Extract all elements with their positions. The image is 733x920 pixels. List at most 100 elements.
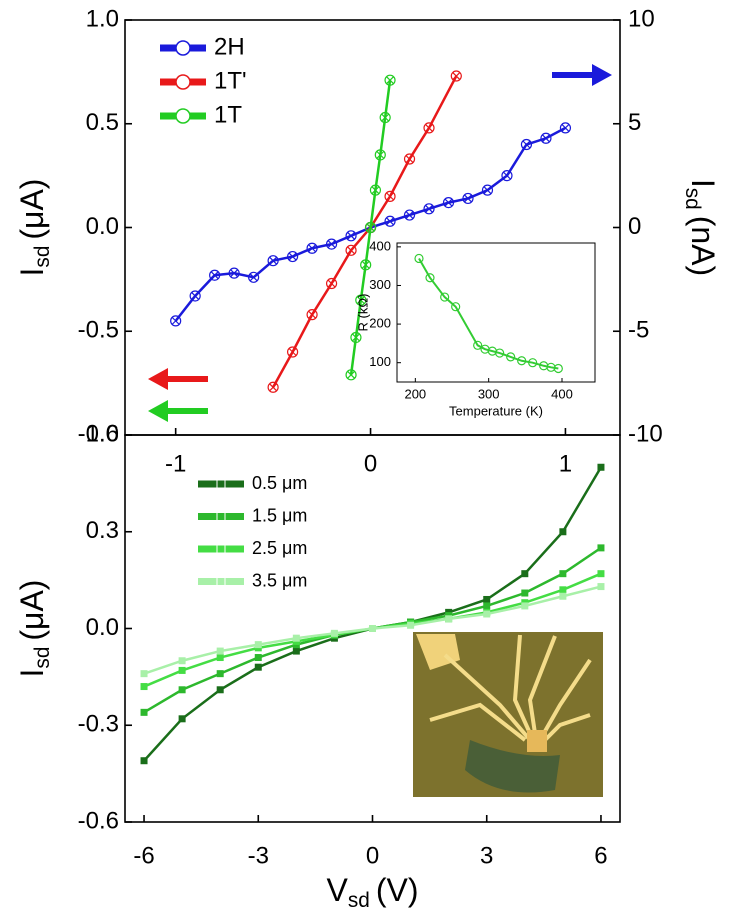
marker-ring bbox=[374, 149, 386, 161]
legend-label: 1T' bbox=[214, 67, 247, 94]
marker-ring bbox=[189, 290, 201, 302]
marker bbox=[517, 356, 527, 366]
label-unit: (nA) bbox=[685, 216, 721, 276]
legend-item: 1.5 μm bbox=[198, 505, 307, 525]
marker bbox=[345, 230, 357, 242]
marker bbox=[384, 215, 396, 227]
x-tick-label: -1 bbox=[165, 450, 186, 477]
marker-ring bbox=[553, 363, 563, 374]
marker bbox=[189, 290, 201, 302]
y-tick-label: 200 bbox=[369, 316, 391, 331]
marker bbox=[473, 340, 483, 350]
marker-ring bbox=[517, 356, 527, 366]
marker-cross bbox=[542, 134, 550, 143]
plot-frame bbox=[396, 242, 596, 383]
marker bbox=[597, 463, 605, 471]
marker-ring bbox=[248, 271, 260, 283]
marker-cross bbox=[347, 246, 355, 255]
marker bbox=[597, 570, 605, 578]
marker-cross bbox=[561, 123, 570, 132]
marker bbox=[345, 244, 357, 256]
marker bbox=[325, 238, 338, 250]
marker-ring bbox=[384, 190, 396, 202]
marker bbox=[374, 149, 386, 161]
device-photo bbox=[413, 632, 603, 797]
marker-ring bbox=[325, 277, 338, 290]
x-tick-label: 0 bbox=[364, 450, 377, 477]
marker bbox=[254, 654, 262, 662]
marker-cross bbox=[444, 198, 453, 207]
marker bbox=[209, 269, 221, 281]
marker-ring bbox=[325, 238, 338, 250]
axis-label: Isd (μA) bbox=[14, 580, 53, 678]
marker-cross bbox=[288, 348, 297, 356]
marker-ring bbox=[286, 346, 299, 358]
marker-cross bbox=[347, 370, 355, 379]
marker-ring bbox=[506, 352, 516, 362]
y2-tick-label: 10 bbox=[628, 5, 655, 32]
legend-item: 0.5 μm bbox=[198, 473, 307, 493]
marker-cross bbox=[386, 192, 394, 201]
marker-cross bbox=[452, 72, 461, 80]
axis-label: Temperature (K) bbox=[449, 403, 543, 418]
marker bbox=[178, 686, 186, 694]
marker-cross bbox=[405, 155, 414, 163]
marker bbox=[216, 670, 224, 678]
marker bbox=[403, 209, 416, 221]
marker-cross bbox=[376, 150, 385, 159]
inset-background bbox=[397, 243, 595, 382]
marker bbox=[248, 271, 260, 283]
marker-ring bbox=[384, 215, 396, 227]
marker-cross bbox=[230, 269, 239, 278]
marker-ring bbox=[425, 273, 435, 283]
legend-item: 1T bbox=[160, 101, 242, 128]
y2-tick-label: 0 bbox=[628, 213, 641, 240]
marker-cross bbox=[347, 231, 355, 240]
marker-ring bbox=[350, 331, 362, 344]
marker bbox=[483, 595, 491, 603]
marker bbox=[442, 197, 455, 209]
marker-ring bbox=[403, 153, 416, 165]
y-tick-label: 1.0 bbox=[86, 5, 119, 32]
y-tick-label: -1.0 bbox=[78, 420, 119, 447]
y-tick-label: -0.3 bbox=[78, 711, 119, 738]
marker bbox=[286, 346, 299, 358]
marker bbox=[559, 592, 567, 600]
y-tick-label: 300 bbox=[369, 277, 391, 292]
legend-item: 2H bbox=[160, 33, 245, 60]
marker-ring bbox=[384, 74, 396, 86]
marker-ring bbox=[540, 132, 552, 144]
marker bbox=[306, 309, 318, 321]
label-symbol: I bbox=[14, 669, 50, 678]
marker-ring bbox=[345, 230, 357, 242]
x-tick-label: -3 bbox=[248, 842, 269, 869]
y-tick-label: 0.0 bbox=[86, 213, 119, 240]
marker bbox=[254, 663, 262, 671]
marker bbox=[267, 381, 279, 393]
marker-cross bbox=[356, 296, 365, 305]
marker bbox=[481, 184, 494, 196]
y-tick-label: -0.6 bbox=[78, 807, 119, 834]
marker bbox=[292, 647, 300, 655]
axis-label: Vsd (V) bbox=[327, 872, 419, 911]
marker-cross bbox=[269, 383, 278, 392]
marker bbox=[521, 589, 529, 597]
marker bbox=[501, 170, 513, 182]
legend-label: 2H bbox=[214, 33, 245, 60]
marker bbox=[450, 70, 462, 82]
legend-label: 1.5 μm bbox=[252, 505, 307, 525]
marker-ring bbox=[481, 184, 494, 196]
y-tick-label: -0.5 bbox=[78, 317, 119, 344]
marker bbox=[483, 602, 491, 610]
y-tick-label: 0.5 bbox=[86, 109, 119, 136]
marker-ring bbox=[473, 340, 483, 350]
marker bbox=[462, 192, 474, 205]
marker-cross bbox=[308, 244, 317, 253]
marker-cross bbox=[327, 240, 336, 249]
legend-marker bbox=[216, 479, 226, 489]
marker-ring bbox=[450, 70, 462, 82]
marker-ring bbox=[528, 358, 538, 368]
x-tick-label: 400 bbox=[551, 386, 573, 401]
y-tick-label: 400 bbox=[369, 238, 391, 253]
marker bbox=[140, 757, 148, 765]
